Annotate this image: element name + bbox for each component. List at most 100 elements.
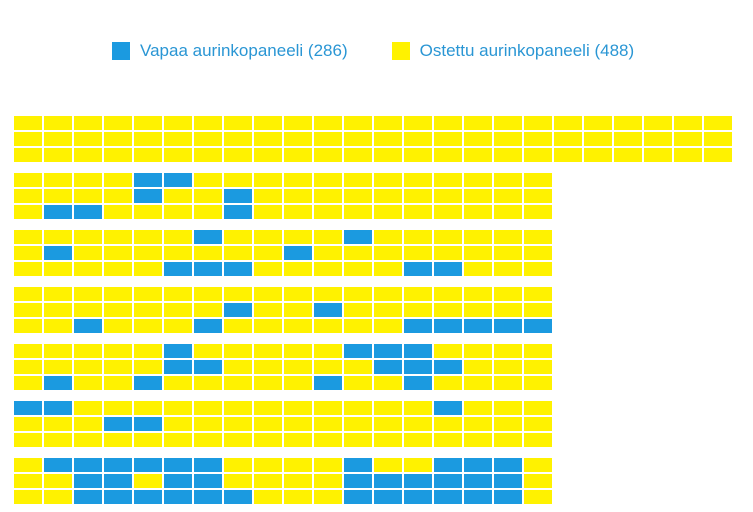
panel-purchased xyxy=(254,287,282,301)
panel-purchased xyxy=(254,173,282,187)
panel-purchased xyxy=(164,433,192,447)
panel-free xyxy=(74,474,102,488)
panel-purchased xyxy=(194,173,222,187)
panel-purchased xyxy=(74,344,102,358)
panel-purchased xyxy=(344,303,372,317)
panel-purchased xyxy=(224,360,252,374)
panel-purchased xyxy=(374,246,402,260)
panel-free xyxy=(134,376,162,390)
panel-free xyxy=(104,458,132,472)
panel-free xyxy=(194,474,222,488)
panel-purchased xyxy=(614,148,642,162)
panel-purchased xyxy=(494,376,522,390)
panel-free xyxy=(164,344,192,358)
panel-free xyxy=(344,490,372,504)
panel-purchased xyxy=(164,319,192,333)
panel-purchased xyxy=(74,360,102,374)
panel-purchased xyxy=(314,246,342,260)
panel-purchased xyxy=(74,189,102,203)
panel-purchased xyxy=(254,148,282,162)
panel-purchased xyxy=(404,287,432,301)
panel-purchased xyxy=(404,458,432,472)
panel-purchased xyxy=(494,205,522,219)
panel-purchased xyxy=(224,417,252,431)
panel-purchased xyxy=(374,433,402,447)
panel-purchased xyxy=(344,417,372,431)
panel-purchased xyxy=(464,173,492,187)
panel-purchased xyxy=(134,148,162,162)
panel-purchased xyxy=(464,433,492,447)
legend-item-free: Vapaa aurinkopaneeli (286) xyxy=(112,40,348,62)
panel-purchased xyxy=(284,262,312,276)
panel-purchased xyxy=(524,230,552,244)
panel-purchased xyxy=(344,148,372,162)
panel-purchased xyxy=(524,148,552,162)
panel-purchased xyxy=(44,417,72,431)
panel-purchased xyxy=(404,132,432,146)
panel-purchased xyxy=(524,303,552,317)
panel-purchased xyxy=(374,262,402,276)
panel-purchased xyxy=(104,287,132,301)
panel-purchased xyxy=(314,417,342,431)
panel-free xyxy=(434,262,462,276)
panel-purchased xyxy=(44,189,72,203)
panel-free xyxy=(404,344,432,358)
panel-purchased xyxy=(164,230,192,244)
panel-purchased xyxy=(164,116,192,130)
panel-free xyxy=(164,474,192,488)
panel-purchased xyxy=(14,344,42,358)
panel-purchased xyxy=(374,189,402,203)
legend-label-free: Vapaa aurinkopaneeli (286) xyxy=(140,41,348,60)
panel-purchased xyxy=(14,376,42,390)
legend-item-purchased: Ostettu aurinkopaneeli (488) xyxy=(391,40,634,62)
panel-free xyxy=(464,490,492,504)
panel-purchased xyxy=(344,287,372,301)
panel-purchased xyxy=(374,205,402,219)
panel-purchased xyxy=(434,246,462,260)
panel-purchased xyxy=(284,417,312,431)
panel-purchased xyxy=(134,474,162,488)
panel-purchased xyxy=(104,376,132,390)
panel-purchased xyxy=(344,116,372,130)
panel-purchased xyxy=(704,116,732,130)
panel-purchased xyxy=(494,287,522,301)
panel-purchased xyxy=(314,173,342,187)
panel-purchased xyxy=(434,132,462,146)
panel-purchased xyxy=(524,116,552,130)
panel-purchased xyxy=(344,173,372,187)
panel-free xyxy=(44,458,72,472)
panel-purchased xyxy=(314,319,342,333)
legend: Vapaa aurinkopaneeli (286) Ostettu aurin… xyxy=(112,40,634,62)
panel-purchased xyxy=(104,148,132,162)
panel-purchased xyxy=(314,344,342,358)
panel-purchased xyxy=(494,262,522,276)
panel-purchased xyxy=(464,401,492,415)
panel-free xyxy=(224,490,252,504)
panel-purchased xyxy=(164,303,192,317)
panel-purchased xyxy=(164,205,192,219)
panel-purchased xyxy=(224,319,252,333)
panel-purchased xyxy=(14,205,42,219)
panel-purchased xyxy=(134,230,162,244)
panel-purchased xyxy=(224,376,252,390)
panel-free xyxy=(494,490,522,504)
panel-purchased xyxy=(524,433,552,447)
panel-purchased xyxy=(404,303,432,317)
panel-purchased xyxy=(314,132,342,146)
panel-free xyxy=(194,490,222,504)
panel-purchased xyxy=(134,116,162,130)
panel-purchased xyxy=(254,230,282,244)
panel-purchased xyxy=(254,205,282,219)
panel-purchased xyxy=(524,173,552,187)
panel-free xyxy=(134,189,162,203)
panel-free xyxy=(524,319,552,333)
panel-purchased xyxy=(494,401,522,415)
panel-purchased xyxy=(584,132,612,146)
panel-purchased xyxy=(374,417,402,431)
panel-purchased xyxy=(14,433,42,447)
panel-purchased xyxy=(224,458,252,472)
panel-purchased xyxy=(434,205,462,219)
panel-purchased xyxy=(44,116,72,130)
panel-free xyxy=(404,360,432,374)
